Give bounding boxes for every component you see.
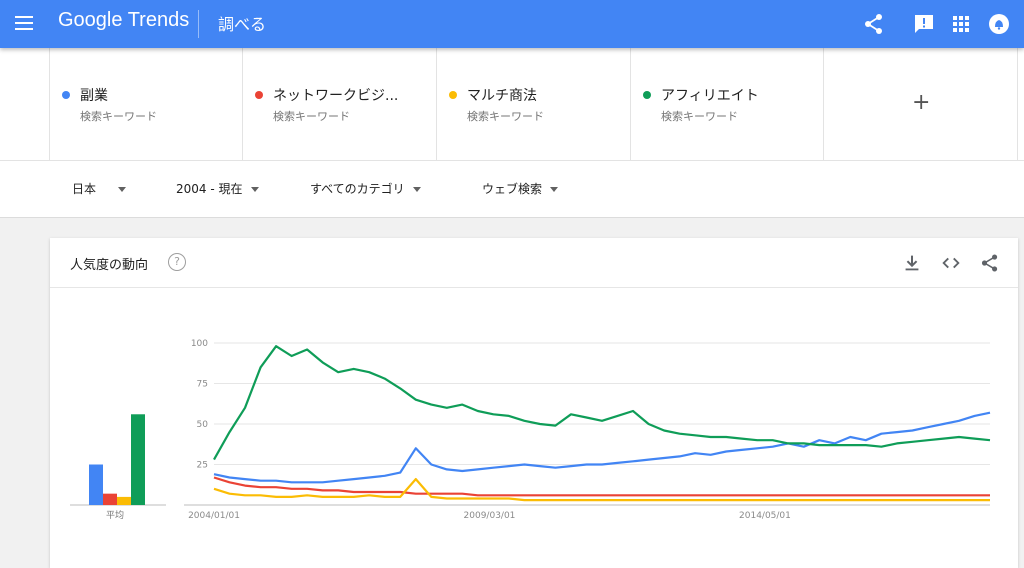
header-divider (198, 10, 199, 38)
interest-over-time-card: 人気度の動向 ? (50, 238, 1018, 568)
chevron-down-icon (118, 187, 127, 192)
period-dropdown[interactable]: 2004 - 現在 (176, 180, 259, 197)
x-tick-label: 2004/01/01 (188, 511, 240, 521)
filters-bar: 日本 2004 - 現在 すべてのカテゴリ ウェブ検索 (0, 160, 1024, 218)
term-type: 検索キーワード (80, 110, 157, 123)
term-name: マルチ商法 (467, 88, 537, 104)
share-icon[interactable] (979, 252, 1001, 274)
average-label: 平均 (106, 511, 125, 521)
y-tick-label: 50 (197, 420, 209, 430)
term-type: 検索キーワード (661, 110, 738, 123)
region-value: 日本 (72, 182, 97, 196)
share-icon[interactable] (862, 12, 886, 36)
search-type-dropdown[interactable]: ウェブ検索 (482, 180, 559, 197)
y-tick-label: 75 (197, 380, 208, 390)
chevron-down-icon (412, 187, 421, 192)
term-name: ネットワークビジ... (273, 88, 399, 104)
series-line-3 (213, 345, 991, 461)
search-terms-bar: 副業 検索キーワード ネットワークビジ... 検索キーワード マルチ商法 検索キ… (0, 48, 1024, 160)
page-title: 調べる (218, 15, 267, 34)
top-app-bar: Google Trends 調べる (0, 0, 1024, 48)
y-tick-label: 25 (197, 461, 208, 471)
term-type: 検索キーワード (467, 110, 544, 123)
help-icon[interactable]: ? (168, 253, 186, 271)
term-color-dot (62, 91, 70, 99)
term-card-3[interactable]: アフィリエイト 検索キーワード (630, 48, 824, 160)
account-icon[interactable] (987, 12, 1011, 36)
x-tick-label: 2014/05/01 (739, 511, 791, 521)
term-color-dot (255, 91, 263, 99)
term-name: 副業 (80, 88, 108, 104)
series-line-1 (213, 476, 990, 497)
download-icon[interactable] (901, 252, 923, 274)
y-tick-label: 100 (191, 339, 208, 349)
term-color-dot (449, 91, 457, 99)
embed-icon[interactable] (940, 252, 962, 274)
period-value: 2004 - 現在 (176, 182, 243, 196)
add-icon: + (912, 90, 931, 115)
region-dropdown[interactable]: 日本 (72, 180, 127, 197)
average-bar-0 (89, 464, 103, 505)
card-title: 人気度の動向 (70, 258, 149, 273)
term-color-dot (643, 91, 651, 99)
category-dropdown[interactable]: すべてのカテゴリ (310, 180, 421, 197)
term-card-1[interactable]: ネットワークビジ... 検索キーワード (242, 48, 436, 160)
chevron-down-icon (250, 187, 259, 192)
average-bar-2 (117, 496, 131, 505)
term-card-2[interactable]: マルチ商法 検索キーワード (436, 48, 630, 160)
menu-icon[interactable] (14, 13, 34, 33)
x-tick-label: 2009/03/01 (464, 511, 516, 521)
series-line-2 (213, 478, 990, 502)
apps-icon[interactable] (949, 12, 973, 36)
google-trends-logo[interactable]: Google Trends (58, 9, 190, 31)
category-value: すべてのカテゴリ (310, 182, 405, 196)
add-term-button[interactable]: + (823, 48, 1018, 160)
card-divider (50, 287, 1018, 288)
term-type: 検索キーワード (273, 110, 350, 123)
search-type-value: ウェブ検索 (482, 182, 543, 196)
average-bar-3 (131, 414, 145, 505)
average-bar-1 (103, 493, 117, 505)
term-card-0[interactable]: 副業 検索キーワード (49, 48, 243, 160)
term-name: アフィリエイト (661, 88, 759, 104)
series-line-0 (213, 411, 991, 484)
chevron-down-icon (550, 187, 559, 192)
feedback-icon[interactable] (912, 12, 936, 36)
